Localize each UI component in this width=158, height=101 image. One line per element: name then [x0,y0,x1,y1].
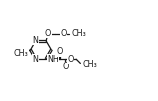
Text: O: O [61,29,67,38]
Text: N: N [32,55,38,64]
Text: O: O [67,55,74,64]
Text: CH₃: CH₃ [14,49,28,58]
Text: O: O [45,29,51,38]
Text: N: N [32,36,38,45]
Text: CH₃: CH₃ [72,29,86,38]
Text: CH₃: CH₃ [83,60,97,69]
Text: O: O [63,62,69,71]
Text: NH: NH [47,55,59,64]
Text: O: O [56,47,63,56]
